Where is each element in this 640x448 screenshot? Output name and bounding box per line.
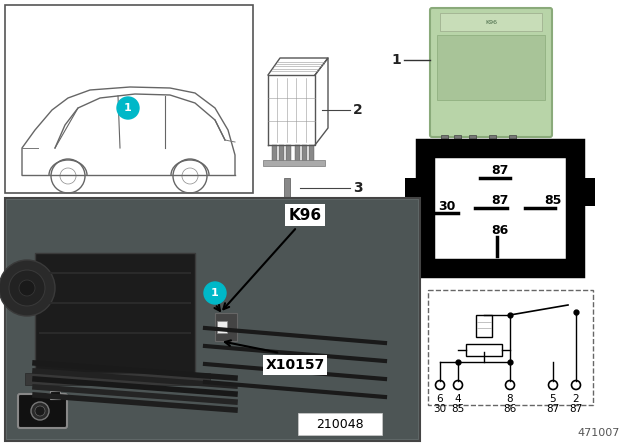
Bar bbox=[437, 35, 545, 100]
Bar bbox=[298, 413, 382, 435]
Bar bbox=[428, 290, 593, 405]
Text: 30: 30 bbox=[438, 199, 456, 212]
Bar bbox=[302, 145, 307, 163]
Bar bbox=[50, 391, 60, 399]
Bar bbox=[280, 203, 284, 213]
FancyBboxPatch shape bbox=[18, 394, 67, 428]
Text: K96: K96 bbox=[289, 207, 321, 223]
Bar bbox=[284, 178, 290, 198]
Bar bbox=[35, 253, 195, 373]
Bar bbox=[405, 178, 425, 206]
Circle shape bbox=[435, 380, 445, 389]
Circle shape bbox=[506, 380, 515, 389]
Circle shape bbox=[204, 282, 226, 304]
Circle shape bbox=[117, 97, 139, 119]
Text: 86: 86 bbox=[492, 224, 509, 237]
Text: 30: 30 bbox=[433, 404, 447, 414]
Bar bbox=[279, 145, 284, 163]
Text: 85: 85 bbox=[451, 404, 465, 414]
Circle shape bbox=[548, 380, 557, 389]
Bar bbox=[263, 160, 325, 166]
Text: 85: 85 bbox=[544, 194, 562, 207]
Text: 6: 6 bbox=[436, 394, 444, 404]
Bar bbox=[5, 198, 420, 441]
Bar bbox=[425, 148, 575, 268]
Bar bbox=[489, 135, 496, 157]
Circle shape bbox=[19, 280, 35, 296]
Bar bbox=[509, 135, 516, 157]
Bar bbox=[286, 145, 291, 163]
Bar bbox=[215, 313, 237, 341]
Bar bbox=[469, 135, 476, 157]
Circle shape bbox=[454, 380, 463, 389]
Text: 1: 1 bbox=[124, 103, 132, 113]
Circle shape bbox=[572, 380, 580, 389]
Circle shape bbox=[0, 260, 55, 316]
Text: 87: 87 bbox=[547, 404, 559, 414]
Bar bbox=[290, 203, 294, 213]
Text: 210048: 210048 bbox=[316, 418, 364, 431]
Text: 1: 1 bbox=[391, 53, 401, 67]
Text: 86: 86 bbox=[504, 404, 516, 414]
Text: 87: 87 bbox=[492, 194, 509, 207]
Text: 1: 1 bbox=[211, 288, 219, 298]
Bar bbox=[281, 198, 293, 203]
Circle shape bbox=[31, 402, 49, 420]
Bar bbox=[7, 200, 418, 439]
Text: 4: 4 bbox=[454, 394, 461, 404]
Text: 8: 8 bbox=[507, 394, 513, 404]
Circle shape bbox=[35, 406, 45, 416]
Bar bbox=[575, 178, 595, 206]
Text: 5: 5 bbox=[550, 394, 556, 404]
Bar bbox=[7, 200, 418, 439]
Bar bbox=[466, 344, 502, 356]
Circle shape bbox=[9, 270, 45, 306]
Text: 2: 2 bbox=[353, 103, 363, 117]
Bar bbox=[25, 373, 210, 385]
Bar bbox=[441, 135, 448, 157]
Bar bbox=[5, 5, 253, 193]
Bar bbox=[272, 145, 277, 163]
Bar bbox=[217, 321, 227, 333]
Bar bbox=[454, 135, 461, 157]
Text: 87: 87 bbox=[570, 404, 582, 414]
Bar bbox=[440, 13, 542, 31]
Text: 471007: 471007 bbox=[578, 428, 620, 438]
Bar bbox=[309, 145, 314, 163]
Text: 87: 87 bbox=[492, 164, 509, 177]
Text: 3: 3 bbox=[353, 181, 363, 195]
Text: K96: K96 bbox=[485, 20, 497, 25]
Text: X10157: X10157 bbox=[266, 358, 324, 372]
Text: 2: 2 bbox=[573, 394, 579, 404]
FancyBboxPatch shape bbox=[430, 8, 552, 137]
Bar bbox=[476, 315, 492, 337]
Bar bbox=[295, 145, 300, 163]
